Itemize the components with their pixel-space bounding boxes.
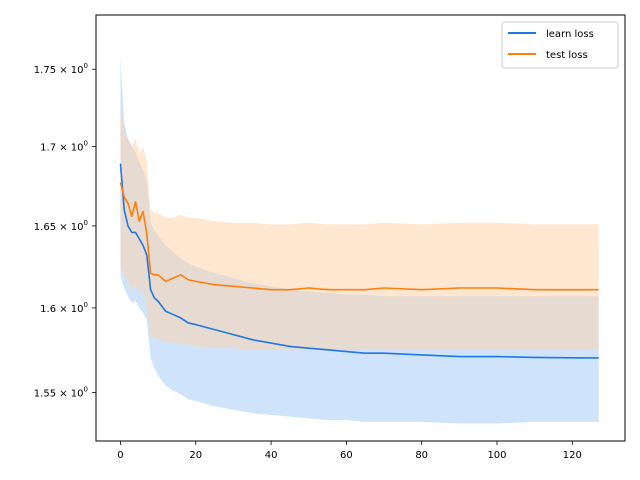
x-tick-label: 0: [117, 450, 123, 461]
series-lines: [119, 163, 599, 359]
line-test-loss: [119, 182, 599, 291]
x-tick-label: 120: [563, 450, 582, 461]
y-axis: 1.55 × 100 1.6 × 100 1.65 × 100 1.7 × 100 1.…: [34, 62, 96, 399]
legend-label-test-loss: test loss: [546, 50, 588, 61]
y-tick-label: 1.6 × 100: [40, 301, 88, 315]
line-learn-loss: [119, 163, 599, 359]
y-tick-label: 1.55 × 100: [34, 385, 88, 399]
legend-label-learn-loss: learn loss: [546, 29, 594, 40]
x-tick-label: 20: [189, 450, 202, 461]
x-tick-label: 40: [265, 450, 278, 461]
legend: learn loss test loss: [501, 21, 619, 69]
y-tick-label: 1.7 × 100: [40, 139, 88, 153]
y-tick-label: 1.65 × 100: [34, 219, 88, 233]
x-axis: 0 20 40 60 80 100 120: [117, 441, 582, 461]
x-tick-label: 60: [340, 450, 353, 461]
x-tick-label: 80: [415, 450, 428, 461]
plot-frame: [95, 14, 626, 442]
x-tick-label: 100: [487, 450, 506, 461]
y-tick-label: 1.75 × 100: [34, 62, 88, 76]
